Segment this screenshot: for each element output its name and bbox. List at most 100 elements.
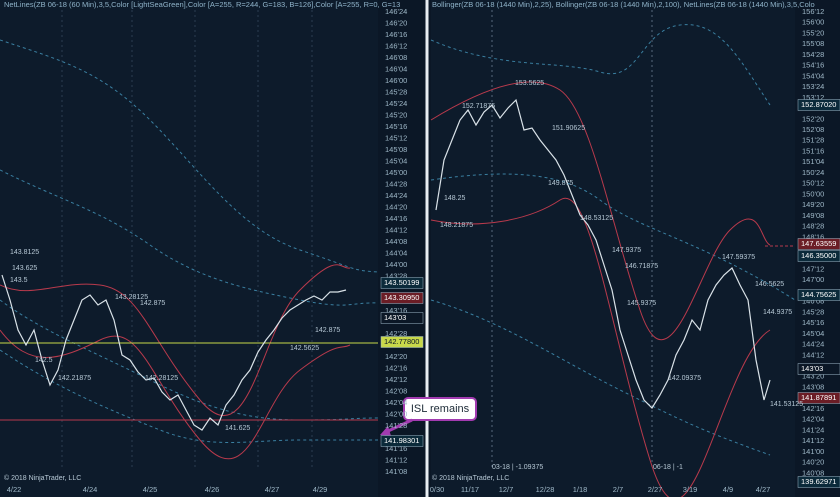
x-axis-label: 12/28	[536, 485, 555, 494]
price-note: 148.53125	[580, 215, 613, 222]
left-header: NetLines(ZB 06-18 (60 Min),3,5,Color [Li…	[4, 0, 400, 9]
y-axis-label: 156'12	[802, 7, 824, 16]
copyright: © 2018 NinjaTrader, LLC	[432, 474, 509, 482]
y-axis-label: 145'16	[802, 318, 824, 327]
y-axis-label: 146'04	[385, 64, 407, 73]
price-note: 145.9375	[627, 300, 656, 307]
price-note: 146.5625	[755, 281, 784, 288]
price-note: 142.28125	[145, 375, 178, 382]
y-axis-label: 148'28	[802, 222, 824, 231]
y-axis-label: 142'12	[385, 375, 407, 384]
x-axis-label: 4/24	[83, 485, 98, 494]
price-note: 143.625	[12, 265, 37, 272]
price-tag-label: 142.77800	[384, 337, 419, 346]
y-axis-label: 144'04	[385, 248, 407, 257]
callout-text: ISL remains	[411, 403, 470, 415]
y-axis-label: 145'12	[385, 133, 407, 142]
left-bands	[0, 39, 379, 460]
y-axis-label: 144'24	[802, 340, 824, 349]
y-axis-label: 140'08	[802, 468, 824, 477]
y-axis-label: 145'28	[802, 307, 824, 316]
price-note: 143.8125	[10, 249, 39, 256]
x-axis-label: 1/18	[573, 485, 588, 494]
y-axis-label: 142'16	[385, 363, 407, 372]
left-plot-area	[0, 0, 378, 497]
price-tag-label: 144.75625	[801, 290, 836, 299]
y-axis-label: 141'08	[385, 467, 407, 476]
y-axis-label: 147'00	[802, 275, 824, 284]
y-axis-label: 147'12	[802, 264, 824, 273]
price-tag-label: 141.98301	[384, 436, 419, 445]
y-axis-label: 145'24	[385, 99, 407, 108]
price-tag-label: 143.50199	[384, 278, 419, 287]
price-note: 141.53125	[770, 401, 803, 408]
annotation: ISL remains	[380, 397, 477, 436]
y-axis-label: 144'00	[385, 260, 407, 269]
y-axis-label: 146'16	[385, 30, 407, 39]
y-axis-label: 152'08	[802, 125, 824, 134]
y-axis-label: 144'24	[385, 191, 407, 200]
x-axis-label: 4/9	[723, 485, 733, 494]
price-tag	[797, 392, 840, 404]
y-axis-label: 141'16	[385, 444, 407, 453]
price-note: 142.5625	[290, 345, 319, 352]
x-axis-label: 4/26	[205, 485, 220, 494]
x-axis-label: 0/30	[430, 485, 445, 494]
price-tag-label: 143'03	[384, 313, 406, 322]
y-axis-label: 146'08	[802, 297, 824, 306]
price-tag-label: 146.35000	[801, 251, 836, 260]
y-axis-label: 145'00	[385, 168, 407, 177]
price-note: 147.9375	[612, 247, 641, 254]
x-axis-label: 4/27	[265, 485, 280, 494]
y-axis-label: 142'16	[802, 404, 824, 413]
price-note: 147.59375	[722, 254, 755, 261]
y-axis-label: 144'20	[385, 202, 407, 211]
y-axis-label: 143'08	[802, 382, 824, 391]
y-axis-label: 141'12	[385, 455, 407, 464]
y-axis-label: 146'08	[385, 53, 407, 62]
y-axis-label: 151'04	[802, 157, 824, 166]
price-tag-label: 147.63559	[801, 239, 836, 248]
x-axis-label: 3/19	[683, 485, 698, 494]
price-note: 142.09375	[668, 375, 701, 382]
y-axis-label: 153'12	[802, 93, 824, 102]
right-bands	[430, 24, 796, 497]
y-axis-label: 141'28	[385, 421, 407, 430]
y-axis-label: 146'24	[385, 7, 407, 16]
y-axis-label: 149'08	[802, 211, 824, 220]
y-axis-label: 152'20	[802, 114, 824, 123]
y-axis-label: 145'04	[385, 156, 407, 165]
price-note: 143.28125	[115, 294, 148, 301]
price-tag-label: 139.62971	[801, 477, 836, 486]
price-tag	[380, 312, 424, 324]
right-price-line	[435, 98, 771, 409]
right-header: Bollinger(ZB 06-18 (1440 Min),2,25), Bol…	[432, 0, 815, 9]
y-axis-label: 144'08	[385, 237, 407, 246]
y-axis-label: 145'28	[385, 87, 407, 96]
y-axis-label: 154'28	[802, 50, 824, 59]
y-axis-label: 148'16	[802, 232, 824, 241]
y-axis-label: 141'24	[802, 425, 824, 434]
price-tag	[797, 363, 840, 375]
price-note: 148.25	[444, 195, 466, 202]
price-note: 153.5625	[515, 80, 544, 87]
y-axis-label: 151'28	[802, 136, 824, 145]
y-axis-label: 155'20	[802, 28, 824, 37]
price-note: 141.625	[225, 425, 250, 432]
y-axis-label: 142'04	[385, 398, 407, 407]
price-tag	[797, 289, 840, 301]
price-tag	[380, 277, 424, 289]
y-axis-label: 149'20	[802, 200, 824, 209]
price-tag-label: 143'03	[801, 364, 823, 373]
y-axis-label: 143'16	[385, 306, 407, 315]
price-note: 149.875	[548, 180, 573, 187]
price-tag	[797, 250, 840, 262]
price-note: 151.90625	[552, 125, 585, 132]
arrow-head	[380, 426, 391, 436]
y-axis-label: 154'04	[802, 71, 824, 80]
price-tag	[797, 99, 840, 111]
x-axis-label: 4/29	[313, 485, 328, 494]
y-axis-label: 144'12	[802, 350, 824, 359]
y-axis-label: 140'20	[802, 458, 824, 467]
x-axis-label: 4/27	[756, 485, 771, 494]
